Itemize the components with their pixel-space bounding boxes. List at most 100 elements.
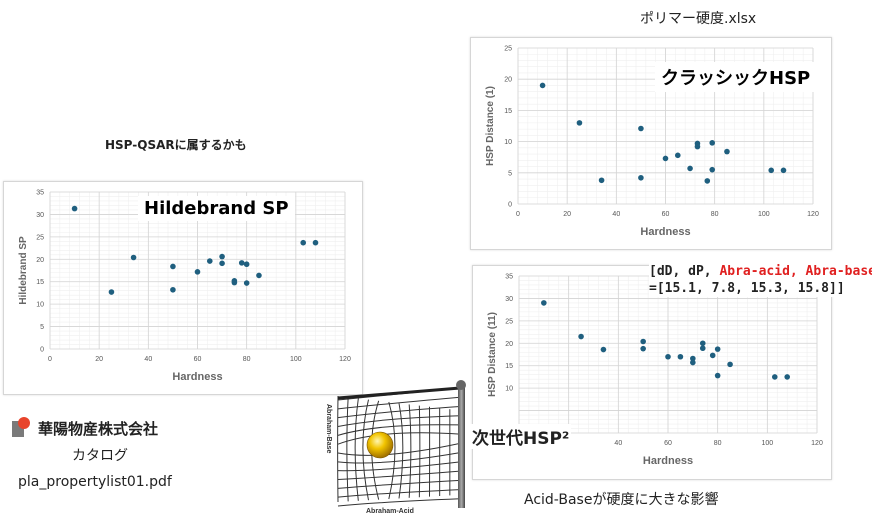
- y-tick-label: 35: [36, 190, 44, 197]
- y-tick-label: 15: [36, 279, 44, 286]
- catalog-label: カタログ: [72, 448, 128, 464]
- data-point: [662, 155, 669, 162]
- x-tick-label: 100: [290, 356, 302, 363]
- net-strand: [337, 479, 461, 489]
- data-point: [771, 374, 778, 380]
- classic-hsp-chart: 0 20 40 60 80 100 120 0 5 10 15 20 25 Hardness HSP Dis…: [470, 37, 832, 250]
- y-tick-label: 5: [40, 324, 44, 331]
- x-tick-label: 80: [243, 356, 251, 363]
- y-tick-label: 30: [36, 212, 44, 219]
- data-point: [674, 152, 681, 159]
- net-top-rope: [337, 386, 461, 400]
- net-strand: [337, 498, 461, 507]
- data-point: [541, 300, 547, 306]
- net-strand: [337, 470, 461, 480]
- y-tick-label: 0: [508, 202, 512, 209]
- data-point: [709, 140, 716, 146]
- net-strand: [337, 489, 461, 498]
- net-strand: [337, 405, 461, 419]
- x-tick-label: 120: [811, 440, 823, 447]
- x-tick-label: 0: [516, 211, 520, 218]
- data-point: [638, 174, 644, 181]
- net-strand: [337, 442, 461, 456]
- data-point: [578, 333, 584, 340]
- hsp-formula: [dD, dP, Abra-acid, Abra-base] =[15.1, 7…: [649, 263, 872, 297]
- y-tick-label: 10: [36, 302, 44, 309]
- data-point: [539, 82, 546, 89]
- x-tick-label: 60: [662, 211, 670, 218]
- data-point: [206, 258, 213, 264]
- pdf-name-label: pla_propertylist01.pdf: [18, 474, 172, 490]
- acid-base-note: Acid-Baseが硬度に大きな影響: [524, 492, 719, 508]
- y-tick-label: 10: [505, 386, 513, 393]
- net-label-abraham-base: Abraham-Base: [325, 404, 332, 454]
- nextgen-title-text: 次世代HSP²: [472, 429, 570, 449]
- hildebrand-chart-title: Hildebrand SP: [138, 196, 295, 221]
- nextgen-hsp-chart-svg: 40 60 80 100 120 10 15 20 25 30 35 Hardness HSP Dist…: [487, 274, 823, 468]
- data-point: [71, 205, 78, 212]
- net-strand: [362, 399, 369, 501]
- data-point: [312, 239, 319, 246]
- data-point: [709, 166, 716, 173]
- nextgen-hsp-chart-title: 次世代HSP²: [470, 424, 572, 449]
- data-point: [640, 345, 646, 352]
- x-tick-label: 100: [758, 211, 770, 218]
- data-point: [256, 272, 262, 279]
- data-point: [768, 167, 775, 174]
- company-name: 華陽物産株式会社: [38, 420, 159, 438]
- data-point: [690, 359, 696, 366]
- data-point: [243, 280, 250, 286]
- x-tick-label: 120: [807, 211, 819, 218]
- net-strand: [346, 397, 349, 502]
- data-point: [714, 346, 721, 352]
- hildebrand-chart: 0 20 40 60 80 100 120 0 5 10 15 20 25 30 35 Hardness Hil…: [3, 181, 363, 395]
- y-tick-label: 15: [504, 108, 512, 115]
- data-point: [576, 120, 583, 126]
- data-point: [194, 269, 201, 275]
- net-strand: [408, 404, 412, 498]
- qsar-note: HSP-QSARに属するかも: [105, 138, 247, 152]
- y-tick-label: 0: [40, 347, 44, 354]
- formula-line1-red: Abra-acid, Abra-base: [719, 264, 872, 279]
- net-strand: [388, 401, 396, 500]
- x-tick-label: 60: [664, 440, 672, 447]
- x-tick-label: 40: [614, 440, 622, 447]
- data-point: [699, 345, 706, 352]
- net-strand: [337, 424, 461, 436]
- y-tick-label: 5: [508, 170, 512, 177]
- x-tick-label: 40: [612, 211, 620, 218]
- net-post-cap: [456, 380, 466, 390]
- y-tick-label: 25: [504, 46, 512, 53]
- net-strand: [337, 461, 461, 472]
- data-point: [638, 125, 644, 132]
- data-point: [219, 253, 225, 260]
- data-point: [665, 353, 671, 360]
- data-point: [170, 263, 176, 270]
- classic-hsp-chart-title: クラッシックHSP: [655, 62, 817, 92]
- ball-icon: [366, 431, 394, 459]
- nextgen-hsp-chart: 40 60 80 100 120 10 15 20 25 30 35 Hardness HSP Dist…: [472, 263, 872, 480]
- net-strand: [398, 403, 404, 499]
- net-label-abraham-acid: Abraham-Acid: [366, 508, 414, 515]
- data-point: [598, 177, 605, 184]
- data-point: [677, 353, 684, 360]
- net-post: [458, 384, 465, 508]
- y-tick-label: 35: [505, 274, 513, 281]
- y-tick-label: 10: [504, 139, 512, 146]
- x-tick-label: 40: [144, 356, 152, 363]
- data-point: [640, 338, 646, 345]
- data-point: [714, 372, 721, 379]
- x-tick-label: 20: [95, 356, 103, 363]
- y-axis-label: HSP Distance (11): [487, 312, 498, 397]
- data-point: [724, 148, 730, 155]
- x-tick-label: 80: [711, 211, 719, 218]
- data-point: [130, 254, 137, 261]
- data-point: [704, 178, 711, 184]
- data-point: [687, 165, 693, 172]
- data-point: [300, 239, 307, 246]
- net-strand: [418, 405, 421, 498]
- data-point: [231, 279, 238, 286]
- x-tick-label: 120: [339, 356, 351, 363]
- data-point: [780, 167, 787, 174]
- data-point: [219, 260, 225, 267]
